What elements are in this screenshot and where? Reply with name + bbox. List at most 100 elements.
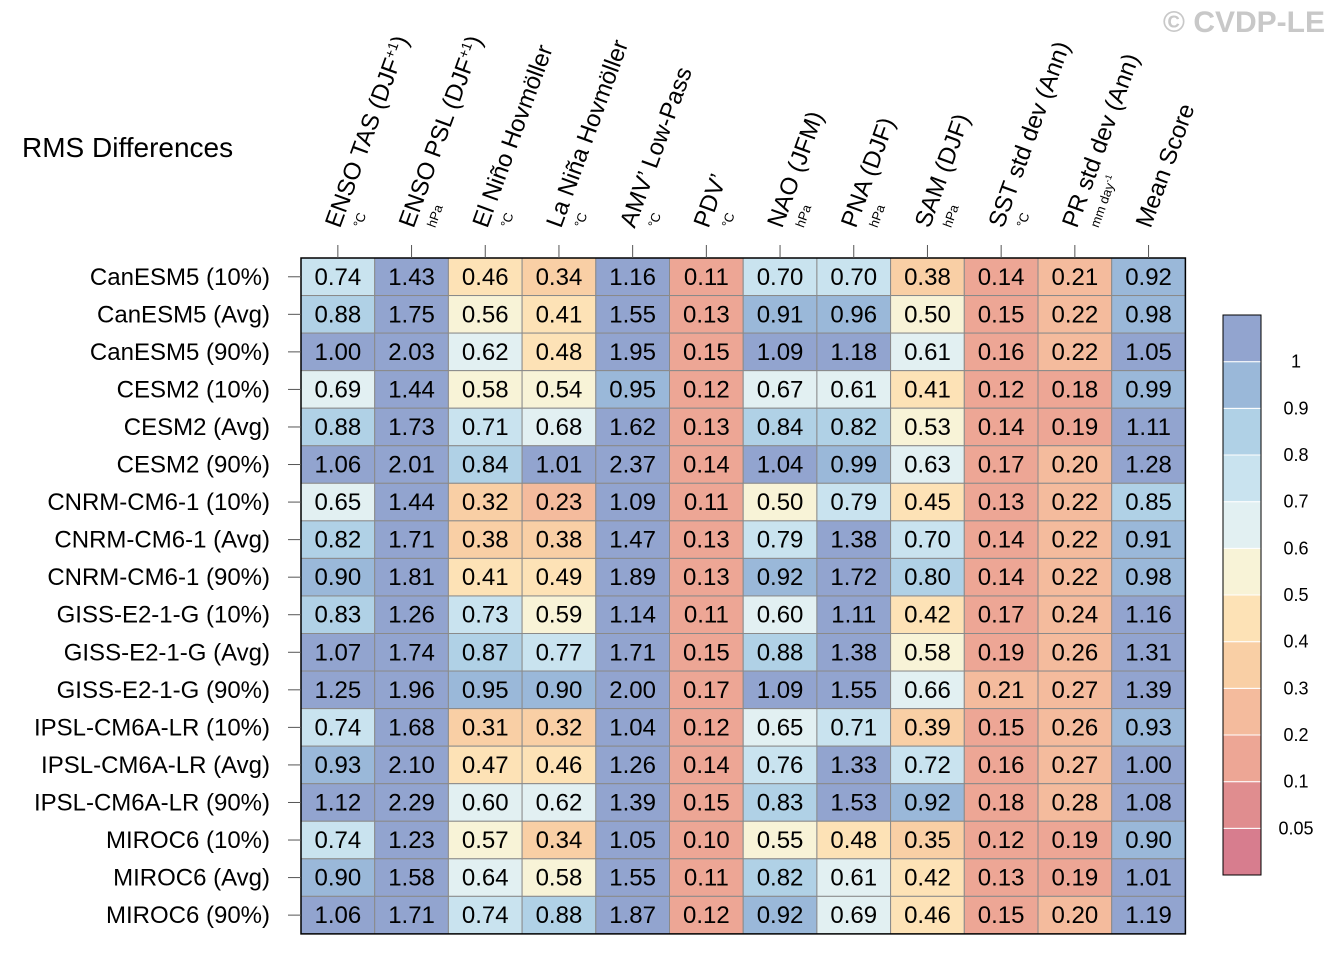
heatmap-cell [595,332,670,372]
heatmap-cell [816,295,892,334]
heatmap-cell [595,745,670,785]
heatmap-cell [595,783,670,822]
column-label-text: El Niño Hovmöller [468,41,559,231]
column-unit-text: °C [498,211,517,230]
heatmap-cell [742,295,818,334]
heatmap-cell [374,557,449,597]
cell-value: 1.18 [830,339,877,366]
colorbar-tick-label: 0.4 [1283,632,1308,652]
heatmap-cell [742,595,818,635]
heatmap-cell [300,520,376,559]
heatmap-cell [742,633,818,672]
row-label: CNRM-CM6-1 (10%) [47,489,270,516]
row-label: MIROC6 (Avg) [113,865,270,892]
grid-frame [300,257,1187,935]
heatmap-cell [742,482,818,522]
column-unit-text: °C [350,211,369,230]
heatmap-cell [374,708,449,747]
heatmap-cell [1037,295,1113,334]
heatmap-cell [963,895,1039,935]
colorbar-bin [1222,641,1262,689]
colorbar: 1 0.9 0.8 0.7 0.6 0.5 0.4 0.3 0.2 0.1 0.05 [1222,314,1314,876]
cell-value: 0.73 [462,602,509,629]
row-label: GISS-E2-1-G (90%) [57,677,270,704]
colorbar-bin [1222,781,1262,829]
cell-value: 0.13 [683,564,730,591]
cell-value: 0.15 [683,339,730,366]
cell-value: 0.12 [683,714,730,741]
cell-value: 1.01 [1125,865,1172,892]
cell-value: 0.91 [1125,527,1172,554]
cell-value: 0.13 [683,414,730,441]
cell-value: 0.87 [462,639,509,666]
cell-value: 1.73 [388,414,435,441]
row-label: IPSL-CM6A-LR (Avg) [41,752,270,779]
column-label-text: La Niña Hovmöller [541,36,634,231]
cell-value: 0.21 [1051,264,1098,291]
cell-value: 0.19 [1051,865,1098,892]
cell-value: 1.11 [1126,414,1171,441]
cell-value: 0.62 [536,789,583,816]
heatmap-cell [669,708,744,747]
column-label: AMV’ Low-Pass [615,63,698,231]
heatmap-cell [742,858,818,897]
cell-value: 0.88 [536,902,583,929]
row-label: GISS-E2-1-G (10%) [57,602,270,629]
heatmap-cell [963,445,1039,484]
heatmap-cell [816,895,892,935]
cell-value: 0.63 [904,452,951,479]
heatmap-cell [447,407,523,447]
heatmap-cell [374,820,449,860]
cell-value: 0.27 [1051,677,1098,704]
cell-value: 0.20 [1051,902,1098,929]
cell-value: 1.11 [831,602,876,629]
row-label: MIROC6 (10%) [106,827,270,854]
cell-value: 0.16 [978,339,1025,366]
cell-value: 0.98 [1125,564,1172,591]
cell-value: 0.17 [683,677,730,704]
cell-value: 0.69 [830,902,877,929]
cell-value: 0.12 [978,376,1025,403]
cell-value: 0.92 [757,564,804,591]
cell-value: 1.68 [388,714,435,741]
cell-value: 0.41 [462,564,509,591]
heatmap-cell [1111,557,1186,597]
column-label: SAM (DJF) [910,110,976,231]
cell-value: 1.26 [388,602,435,629]
cell-value: 0.32 [536,714,583,741]
cell-value: 1.38 [830,639,877,666]
heatmap-cell [963,595,1039,635]
cell-value: 2.29 [388,789,435,816]
heatmap-cell [447,895,523,935]
cell-value: 1.74 [388,639,435,666]
cell-value: 2.03 [388,339,435,366]
heatmap-cell [447,670,523,710]
cell-value: 1.71 [388,527,435,554]
cell-value: 0.82 [314,527,361,554]
chart-title: RMS Differences [22,132,233,163]
cell-value: 1.08 [1125,789,1172,816]
cell-value: 0.13 [978,489,1025,516]
cell-value: 1.44 [388,489,435,516]
heatmap-cell [669,295,744,334]
heatmap-cell [1111,595,1186,635]
cell-value: 1.71 [609,639,656,666]
heatmap-cell [521,858,597,897]
colorbar-tick-label: 0.3 [1283,678,1308,698]
column-unit: °C [645,211,664,230]
heatmap-cell [447,557,523,597]
cell-value: 0.65 [757,714,804,741]
heatmap-cell [963,670,1039,710]
column-label: El Niño Hovmöller [468,41,559,231]
cell-value: 0.22 [1051,301,1098,328]
cell-value: 0.50 [757,489,804,516]
heatmap-cell [816,445,892,484]
cell-value: 1.31 [1125,639,1172,666]
heatmap-cell [816,595,892,635]
cell-value: 1.28 [1125,452,1172,479]
cell-value: 0.70 [757,264,804,291]
heatmap-cell [521,633,597,672]
heatmap-cell [963,257,1039,297]
watermark: © CVDP-LE [1163,6,1325,39]
cell-value: 0.14 [683,452,730,479]
